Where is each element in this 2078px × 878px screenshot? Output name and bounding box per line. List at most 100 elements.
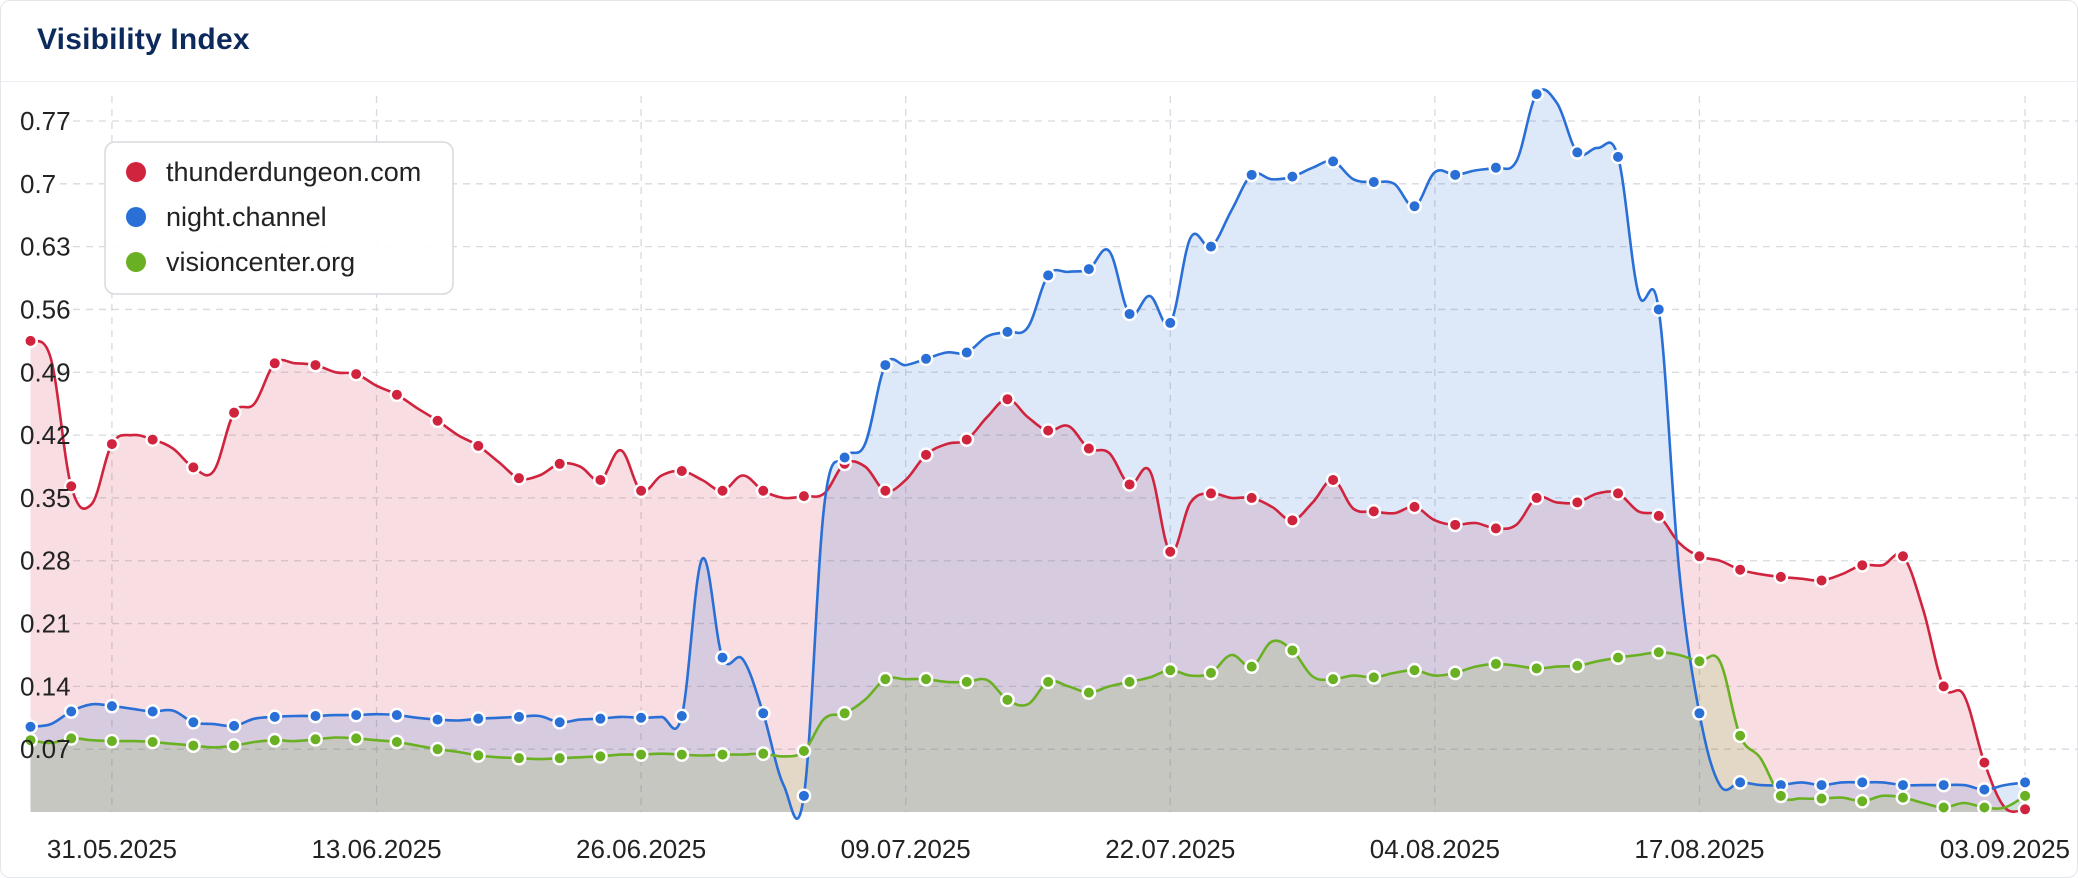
data-point[interactable] xyxy=(1162,315,1178,331)
data-point[interactable] xyxy=(145,432,161,447)
data-point[interactable] xyxy=(2017,774,2033,790)
data-point[interactable] xyxy=(1325,472,1341,488)
data-point[interactable] xyxy=(1244,490,1260,506)
data-point[interactable] xyxy=(1244,659,1260,675)
data-point[interactable] xyxy=(1203,665,1219,681)
data-point[interactable] xyxy=(1122,477,1137,492)
data-point[interactable] xyxy=(389,734,405,750)
data-point[interactable] xyxy=(185,738,201,753)
data-point[interactable] xyxy=(63,704,79,719)
data-point[interactable] xyxy=(2017,788,2033,804)
data-point[interactable] xyxy=(1692,653,1707,669)
data-point[interactable] xyxy=(1529,86,1545,102)
data-point[interactable] xyxy=(226,405,242,421)
data-point[interactable] xyxy=(674,463,690,479)
data-point[interactable] xyxy=(1040,267,1056,283)
data-point[interactable] xyxy=(633,710,649,726)
data-point[interactable] xyxy=(1122,306,1137,322)
data-point[interactable] xyxy=(1814,791,1829,806)
data-point[interactable] xyxy=(23,333,38,349)
data-point[interactable] xyxy=(226,718,242,734)
legend-label[interactable]: visioncenter.org xyxy=(166,247,355,277)
data-point[interactable] xyxy=(1692,705,1707,721)
data-point[interactable] xyxy=(1976,800,1992,815)
data-point[interactable] xyxy=(1407,662,1422,678)
data-point[interactable] xyxy=(1895,790,1911,806)
data-point[interactable] xyxy=(1651,302,1667,317)
data-point[interactable] xyxy=(1773,788,1789,804)
data-point[interactable] xyxy=(267,709,283,725)
data-point[interactable] xyxy=(430,741,445,757)
data-point[interactable] xyxy=(1122,674,1137,690)
data-point[interactable] xyxy=(1040,423,1056,439)
data-point[interactable] xyxy=(1162,544,1178,560)
data-point[interactable] xyxy=(267,355,283,371)
data-point[interactable] xyxy=(1284,643,1300,658)
data-point[interactable] xyxy=(1936,678,1952,694)
data-point[interactable] xyxy=(1081,685,1097,701)
data-point[interactable] xyxy=(226,738,242,753)
data-point[interactable] xyxy=(1854,774,1870,790)
data-point[interactable] xyxy=(1325,153,1341,169)
data-point[interactable] xyxy=(2017,801,2033,817)
data-point[interactable] xyxy=(796,488,812,504)
data-point[interactable] xyxy=(593,748,608,764)
data-point[interactable] xyxy=(715,747,730,762)
data-point[interactable] xyxy=(715,650,730,666)
data-point[interactable] xyxy=(755,705,771,721)
data-point[interactable] xyxy=(837,450,853,465)
data-point[interactable] xyxy=(104,436,120,452)
data-point[interactable] xyxy=(1732,774,1748,790)
data-point[interactable] xyxy=(104,698,120,714)
data-point[interactable] xyxy=(23,732,38,748)
data-point[interactable] xyxy=(308,731,323,747)
data-point[interactable] xyxy=(430,413,445,429)
data-point[interactable] xyxy=(430,712,445,727)
data-point[interactable] xyxy=(1366,669,1382,685)
data-point[interactable] xyxy=(796,788,812,804)
data-point[interactable] xyxy=(674,747,690,762)
data-point[interactable] xyxy=(1936,800,1952,815)
data-point[interactable] xyxy=(1610,486,1626,501)
data-point[interactable] xyxy=(552,714,568,730)
legend-label[interactable]: thunderdungeon.com xyxy=(166,157,421,187)
data-point[interactable] xyxy=(1610,650,1626,666)
data-point[interactable] xyxy=(1081,261,1097,277)
data-point[interactable] xyxy=(918,351,934,367)
data-point[interactable] xyxy=(552,456,568,472)
data-point[interactable] xyxy=(308,708,323,724)
data-point[interactable] xyxy=(796,743,812,759)
data-point[interactable] xyxy=(1447,167,1463,183)
data-point[interactable] xyxy=(755,483,771,499)
data-point[interactable] xyxy=(511,709,527,725)
data-point[interactable] xyxy=(1732,562,1748,578)
data-point[interactable] xyxy=(1732,728,1748,744)
data-point[interactable] xyxy=(1488,521,1504,536)
data-point[interactable] xyxy=(633,747,649,762)
data-point[interactable] xyxy=(470,748,486,763)
data-point[interactable] xyxy=(1366,503,1382,519)
data-point[interactable] xyxy=(1447,665,1463,681)
data-point[interactable] xyxy=(1000,324,1015,340)
data-point[interactable] xyxy=(470,711,486,727)
data-point[interactable] xyxy=(1325,671,1341,687)
data-point[interactable] xyxy=(1081,441,1097,456)
data-point[interactable] xyxy=(1366,174,1382,190)
data-point[interactable] xyxy=(1569,658,1585,674)
data-point[interactable] xyxy=(104,733,120,749)
data-point[interactable] xyxy=(389,707,405,723)
data-point[interactable] xyxy=(23,719,38,735)
data-point[interactable] xyxy=(1895,777,1911,793)
data-point[interactable] xyxy=(918,447,934,463)
data-point[interactable] xyxy=(959,345,975,360)
data-point[interactable] xyxy=(1976,782,1992,797)
data-point[interactable] xyxy=(918,671,934,687)
data-point[interactable] xyxy=(511,470,527,486)
data-point[interactable] xyxy=(145,734,161,750)
data-point[interactable] xyxy=(1203,239,1219,255)
data-point[interactable] xyxy=(1162,662,1178,678)
data-point[interactable] xyxy=(1569,494,1585,510)
data-point[interactable] xyxy=(145,704,161,719)
data-point[interactable] xyxy=(267,732,283,748)
data-point[interactable] xyxy=(1244,167,1260,183)
